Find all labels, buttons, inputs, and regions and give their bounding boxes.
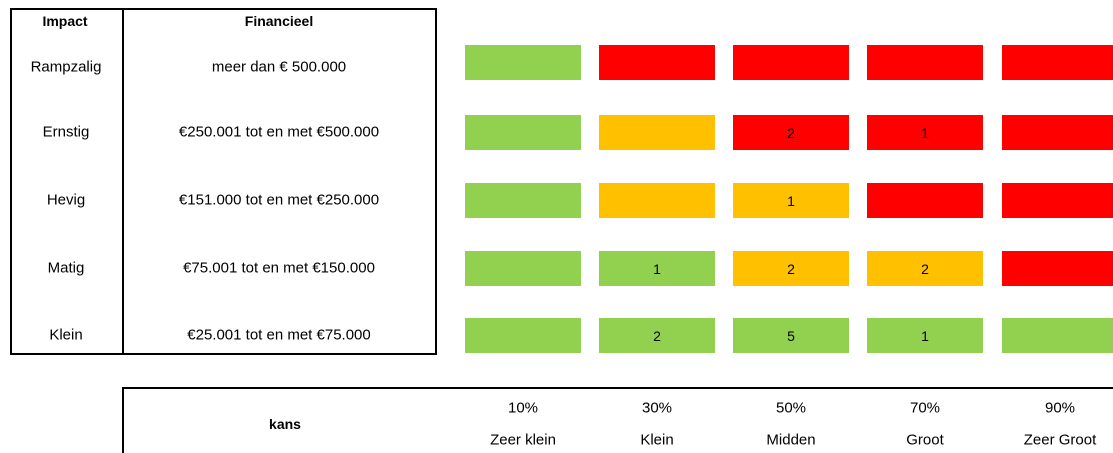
matrix-cell [599, 115, 715, 150]
matrix-cell: 5 [733, 318, 849, 353]
cell-count: 2 [787, 124, 795, 141]
financieel-label: €151.000 tot en met €250.000 [178, 191, 380, 209]
matrix-cell [733, 45, 849, 80]
cell-count: 5 [787, 327, 795, 344]
kans-title: kans [269, 416, 301, 432]
matrix-cell: 2 [733, 115, 849, 150]
impact-table-border [10, 8, 437, 355]
matrix-cell [465, 115, 581, 150]
kans-percentage: 10% [507, 399, 539, 417]
kans-label: Zeer Groot [1023, 431, 1097, 449]
kans-percentage: 50% [775, 399, 807, 417]
cell-count: 1 [921, 327, 929, 344]
matrix-cell [1002, 45, 1113, 80]
impact-label: Klein [49, 326, 83, 344]
matrix-cell: 2 [599, 318, 715, 353]
kans-label: Klein [640, 431, 674, 449]
impact-label: Hevig [46, 191, 86, 209]
kans-label: Midden [766, 431, 816, 449]
kans-percentage: 70% [909, 399, 941, 417]
impact-label: Rampzalig [30, 58, 102, 76]
matrix-cell: 1 [867, 318, 983, 353]
financieel-label: €25.001 tot en met €75.000 [187, 326, 371, 344]
financieel-label: €75.001 tot en met €150.000 [183, 259, 375, 277]
kans-percentage: 90% [1044, 399, 1076, 417]
financieel-label: €250.001 tot en met €500.000 [178, 123, 380, 141]
cell-count: 1 [787, 192, 795, 209]
matrix-cell [1002, 115, 1113, 150]
impact-label: Matig [47, 259, 85, 277]
matrix-cell [465, 45, 581, 80]
cell-count: 2 [921, 260, 929, 277]
kans-left-border [122, 387, 124, 453]
matrix-cell [599, 183, 715, 218]
matrix-cell: 1 [599, 251, 715, 286]
kans-label: Zeer klein [490, 431, 556, 449]
impact-table-divider [122, 8, 124, 355]
cell-count: 2 [653, 327, 661, 344]
header-impact: Impact [42, 13, 88, 29]
matrix-cell [867, 183, 983, 218]
cell-count: 1 [653, 260, 661, 277]
matrix-cell [1002, 251, 1113, 286]
matrix-cell: 1 [867, 115, 983, 150]
matrix-cell [1002, 318, 1113, 353]
impact-label: Ernstig [42, 123, 90, 141]
cell-count: 2 [787, 260, 795, 277]
kans-top-border [122, 387, 1113, 389]
matrix-cell: 1 [733, 183, 849, 218]
matrix-cell [1002, 183, 1113, 218]
header-financieel: Financieel [244, 13, 314, 29]
matrix-cell [465, 251, 581, 286]
kans-percentage: 30% [641, 399, 673, 417]
matrix-cell [465, 318, 581, 353]
matrix-cell: 2 [733, 251, 849, 286]
matrix-cell [465, 183, 581, 218]
financieel-label: meer dan € 500.000 [211, 58, 347, 76]
matrix-cell: 2 [867, 251, 983, 286]
cell-count: 1 [921, 124, 929, 141]
kans-label: Groot [906, 431, 944, 449]
matrix-cell [599, 45, 715, 80]
matrix-cell [867, 45, 983, 80]
